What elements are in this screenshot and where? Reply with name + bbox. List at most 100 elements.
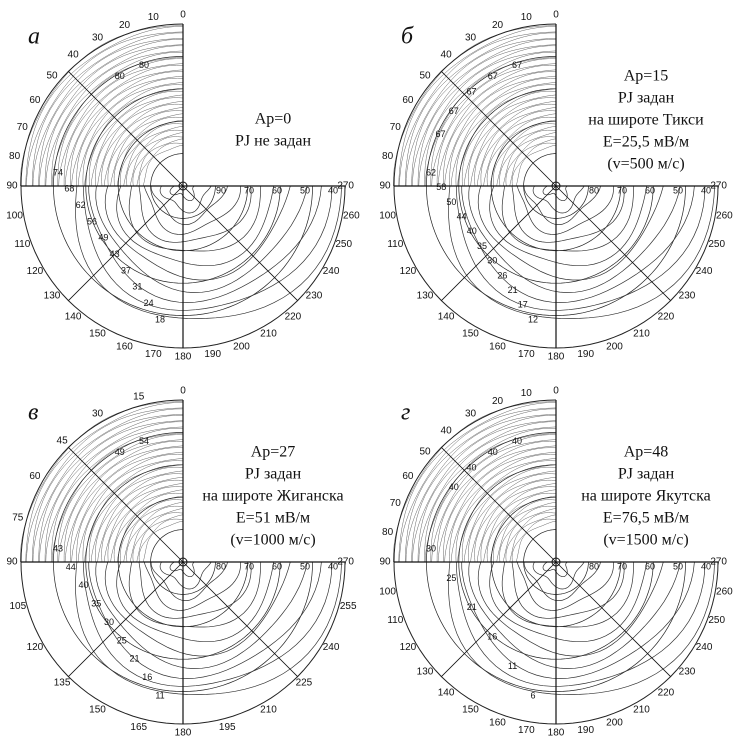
angle-label: 120	[400, 642, 417, 653]
contour-label: 11	[508, 661, 517, 671]
contour-label: 17	[518, 300, 528, 310]
contour-label: 11	[155, 690, 164, 700]
contour-label: 80	[115, 71, 125, 81]
angle-label: 250	[335, 239, 352, 250]
contour-label: 40	[701, 185, 711, 195]
contour-label: 40	[449, 482, 459, 492]
angle-label: 240	[323, 642, 340, 653]
angle-label: 90	[379, 181, 391, 192]
contour-line	[462, 562, 695, 679]
angle-label: 270	[337, 181, 354, 192]
angle-label: 0	[180, 386, 186, 397]
angle-label: 130	[44, 291, 61, 302]
angle-label: 220	[285, 312, 302, 323]
angle-label: 160	[489, 341, 506, 352]
annotation-line: Ap=27	[251, 444, 296, 461]
angle-label: 195	[219, 722, 236, 733]
annotation-line: PJ задан	[618, 466, 675, 483]
contour-label: 50	[673, 561, 683, 571]
angle-label: 45	[57, 436, 69, 447]
angle-label: 220	[658, 312, 675, 323]
angle-label: 150	[89, 329, 106, 340]
contour-label: 40	[512, 436, 522, 446]
angle-label: 260	[716, 210, 733, 221]
contour-label: 58	[436, 182, 446, 192]
angle-label: 110	[14, 239, 30, 250]
angle-label: 180	[548, 352, 565, 363]
angle-label: 40	[68, 50, 80, 61]
angle-label: 30	[465, 409, 477, 420]
angle-label: 260	[343, 210, 360, 221]
angle-label: 10	[521, 388, 533, 399]
contour-label: 43	[53, 543, 63, 553]
contour-line	[139, 186, 251, 242]
contour-line	[89, 562, 322, 679]
angle-label: 270	[337, 557, 354, 568]
angle-label: 60	[402, 95, 414, 106]
annotation-line: (v=500 м/с)	[607, 156, 684, 173]
contour-line	[512, 562, 624, 618]
contour-label: 24	[144, 298, 154, 308]
angle-label: 220	[658, 688, 675, 699]
contour-line	[512, 186, 624, 242]
angle-label: 140	[438, 312, 455, 323]
angle-label: 200	[233, 341, 250, 352]
angle-label: 210	[260, 705, 277, 716]
angle-label: 15	[133, 391, 145, 402]
contour-label: 40	[328, 561, 338, 571]
contour-label: 56	[87, 216, 97, 226]
contour-label: 35	[91, 599, 101, 609]
contour-label: 67	[466, 86, 476, 96]
contour-label: 30	[426, 543, 436, 553]
angle-label: 180	[175, 728, 192, 738]
angle-label: 50	[46, 71, 58, 82]
angle-label: 180	[175, 352, 192, 363]
angle-label: 130	[417, 291, 434, 302]
angle-label: 105	[9, 601, 26, 612]
angle-label: 0	[180, 10, 186, 21]
axis-line	[556, 186, 671, 301]
annotation-line: на широте Якутска	[581, 488, 711, 505]
angle-label: 60	[402, 471, 414, 482]
contour-label: 40	[467, 226, 477, 236]
angle-label: 170	[518, 349, 535, 360]
contour-label: 90	[216, 185, 226, 195]
axis-line	[441, 562, 556, 677]
angle-label: 30	[92, 409, 104, 420]
contour-label: 49	[98, 233, 108, 243]
angle-label: 120	[27, 642, 44, 653]
contour-line	[533, 186, 584, 213]
contour-label: 74	[53, 167, 63, 177]
annotation-line: E=51 мВ/м	[236, 510, 310, 527]
contour-label: 21	[129, 654, 139, 664]
angle-label: 270	[710, 181, 727, 192]
angle-label: 120	[400, 266, 417, 277]
angle-label: 90	[6, 557, 18, 568]
axis-line	[556, 562, 671, 677]
angle-label: 110	[387, 239, 403, 250]
angle-label: 200	[606, 341, 623, 352]
angle-label: 160	[116, 341, 133, 352]
contour-label: 68	[64, 184, 74, 194]
angle-label: 240	[696, 642, 713, 653]
angle-label: 240	[696, 266, 713, 277]
angle-label: 150	[462, 329, 479, 340]
angle-label: 40	[441, 50, 453, 61]
angle-label: 70	[390, 122, 402, 133]
contour-label: 40	[488, 447, 498, 457]
angle-label: 140	[438, 688, 455, 699]
annotation-line: (v=1500 м/с)	[603, 532, 688, 549]
angle-label: 110	[387, 615, 403, 626]
contour-label: 80	[139, 60, 149, 70]
angle-label: 190	[204, 349, 221, 360]
contour-line	[89, 186, 322, 303]
contour-label: 40	[78, 580, 88, 590]
contour-label: 50	[673, 185, 683, 195]
angle-label: 170	[145, 349, 162, 360]
contour-label: 12	[528, 314, 538, 324]
contour-line	[139, 562, 251, 618]
angle-label: 50	[419, 71, 431, 82]
angle-label: 10	[148, 12, 160, 23]
angle-label: 230	[306, 291, 323, 302]
annotation-line: Ap=48	[624, 444, 669, 461]
